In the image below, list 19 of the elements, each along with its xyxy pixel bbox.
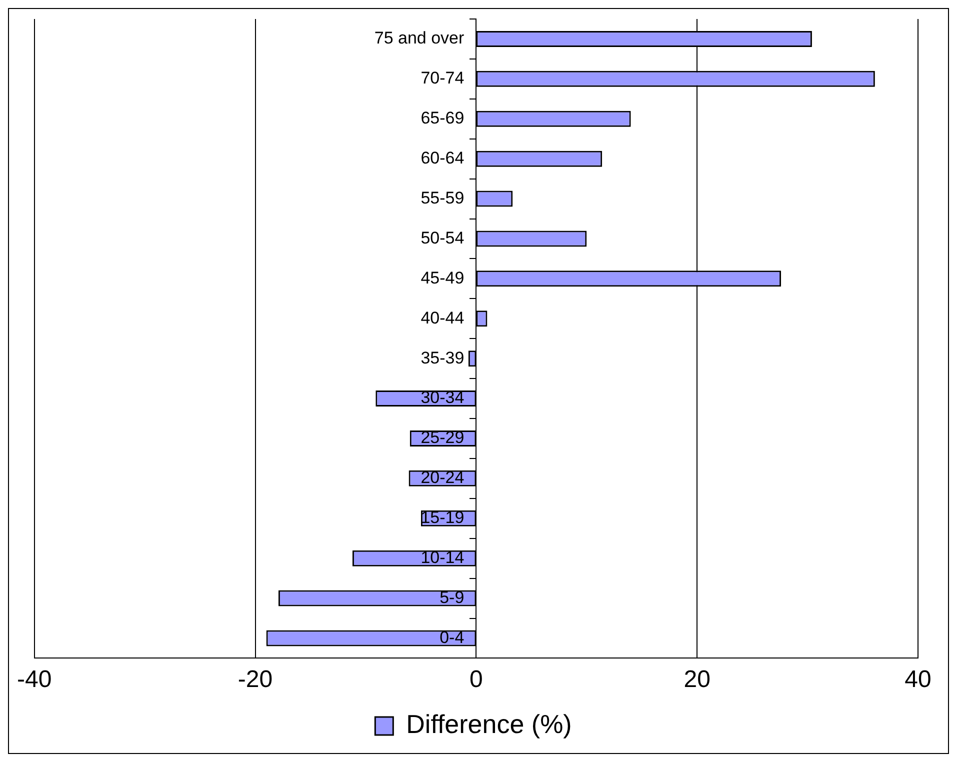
legend-label: Difference (%) <box>406 709 572 740</box>
y-tick-label: 40-44 <box>420 308 464 328</box>
y-tick-label: 55-59 <box>420 188 464 208</box>
y-tick-label: 70-74 <box>420 68 464 88</box>
y-tick-label: 0-4 <box>440 628 464 647</box>
y-tick-label: 75 and over <box>374 28 465 48</box>
y-tick-label: 45-49 <box>420 268 464 288</box>
y-tick-label: 65-69 <box>420 108 464 128</box>
y-tick-label: 35-39 <box>420 348 464 368</box>
x-tick-label: -40 <box>17 666 52 694</box>
y-tick-label: 60-64 <box>420 148 464 168</box>
x-tick-label: 20 <box>684 666 710 694</box>
y-tick-label: 5-9 <box>440 588 464 607</box>
x-tick-label: 0 <box>469 666 483 694</box>
y-tick-label: 10-14 <box>420 548 464 568</box>
y-tick-label: 20-24 <box>420 468 464 488</box>
x-tick-label: -20 <box>238 666 273 694</box>
x-tick-label: 40 <box>904 666 932 694</box>
y-tick-label: 50-54 <box>420 228 464 248</box>
